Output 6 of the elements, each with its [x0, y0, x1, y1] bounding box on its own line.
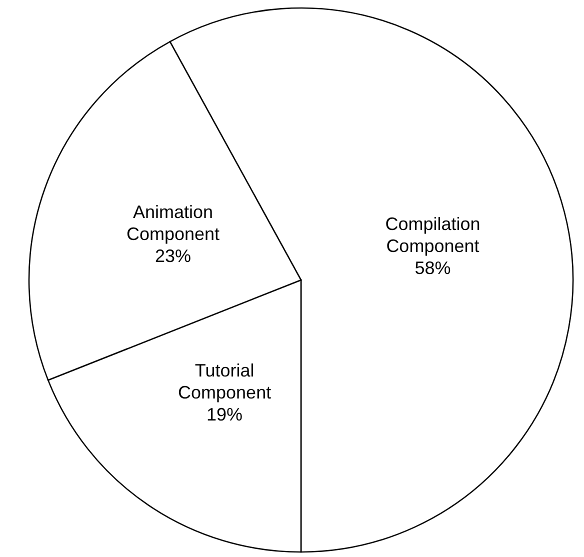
data-label: 58% [414, 258, 451, 278]
slice-label: Tutorial Component [178, 360, 272, 402]
slice-label: Compilation Component [385, 214, 480, 256]
data-label: 23% [155, 246, 192, 266]
data-label: 19% [206, 404, 243, 424]
slice-label: Animation Component [126, 202, 220, 244]
